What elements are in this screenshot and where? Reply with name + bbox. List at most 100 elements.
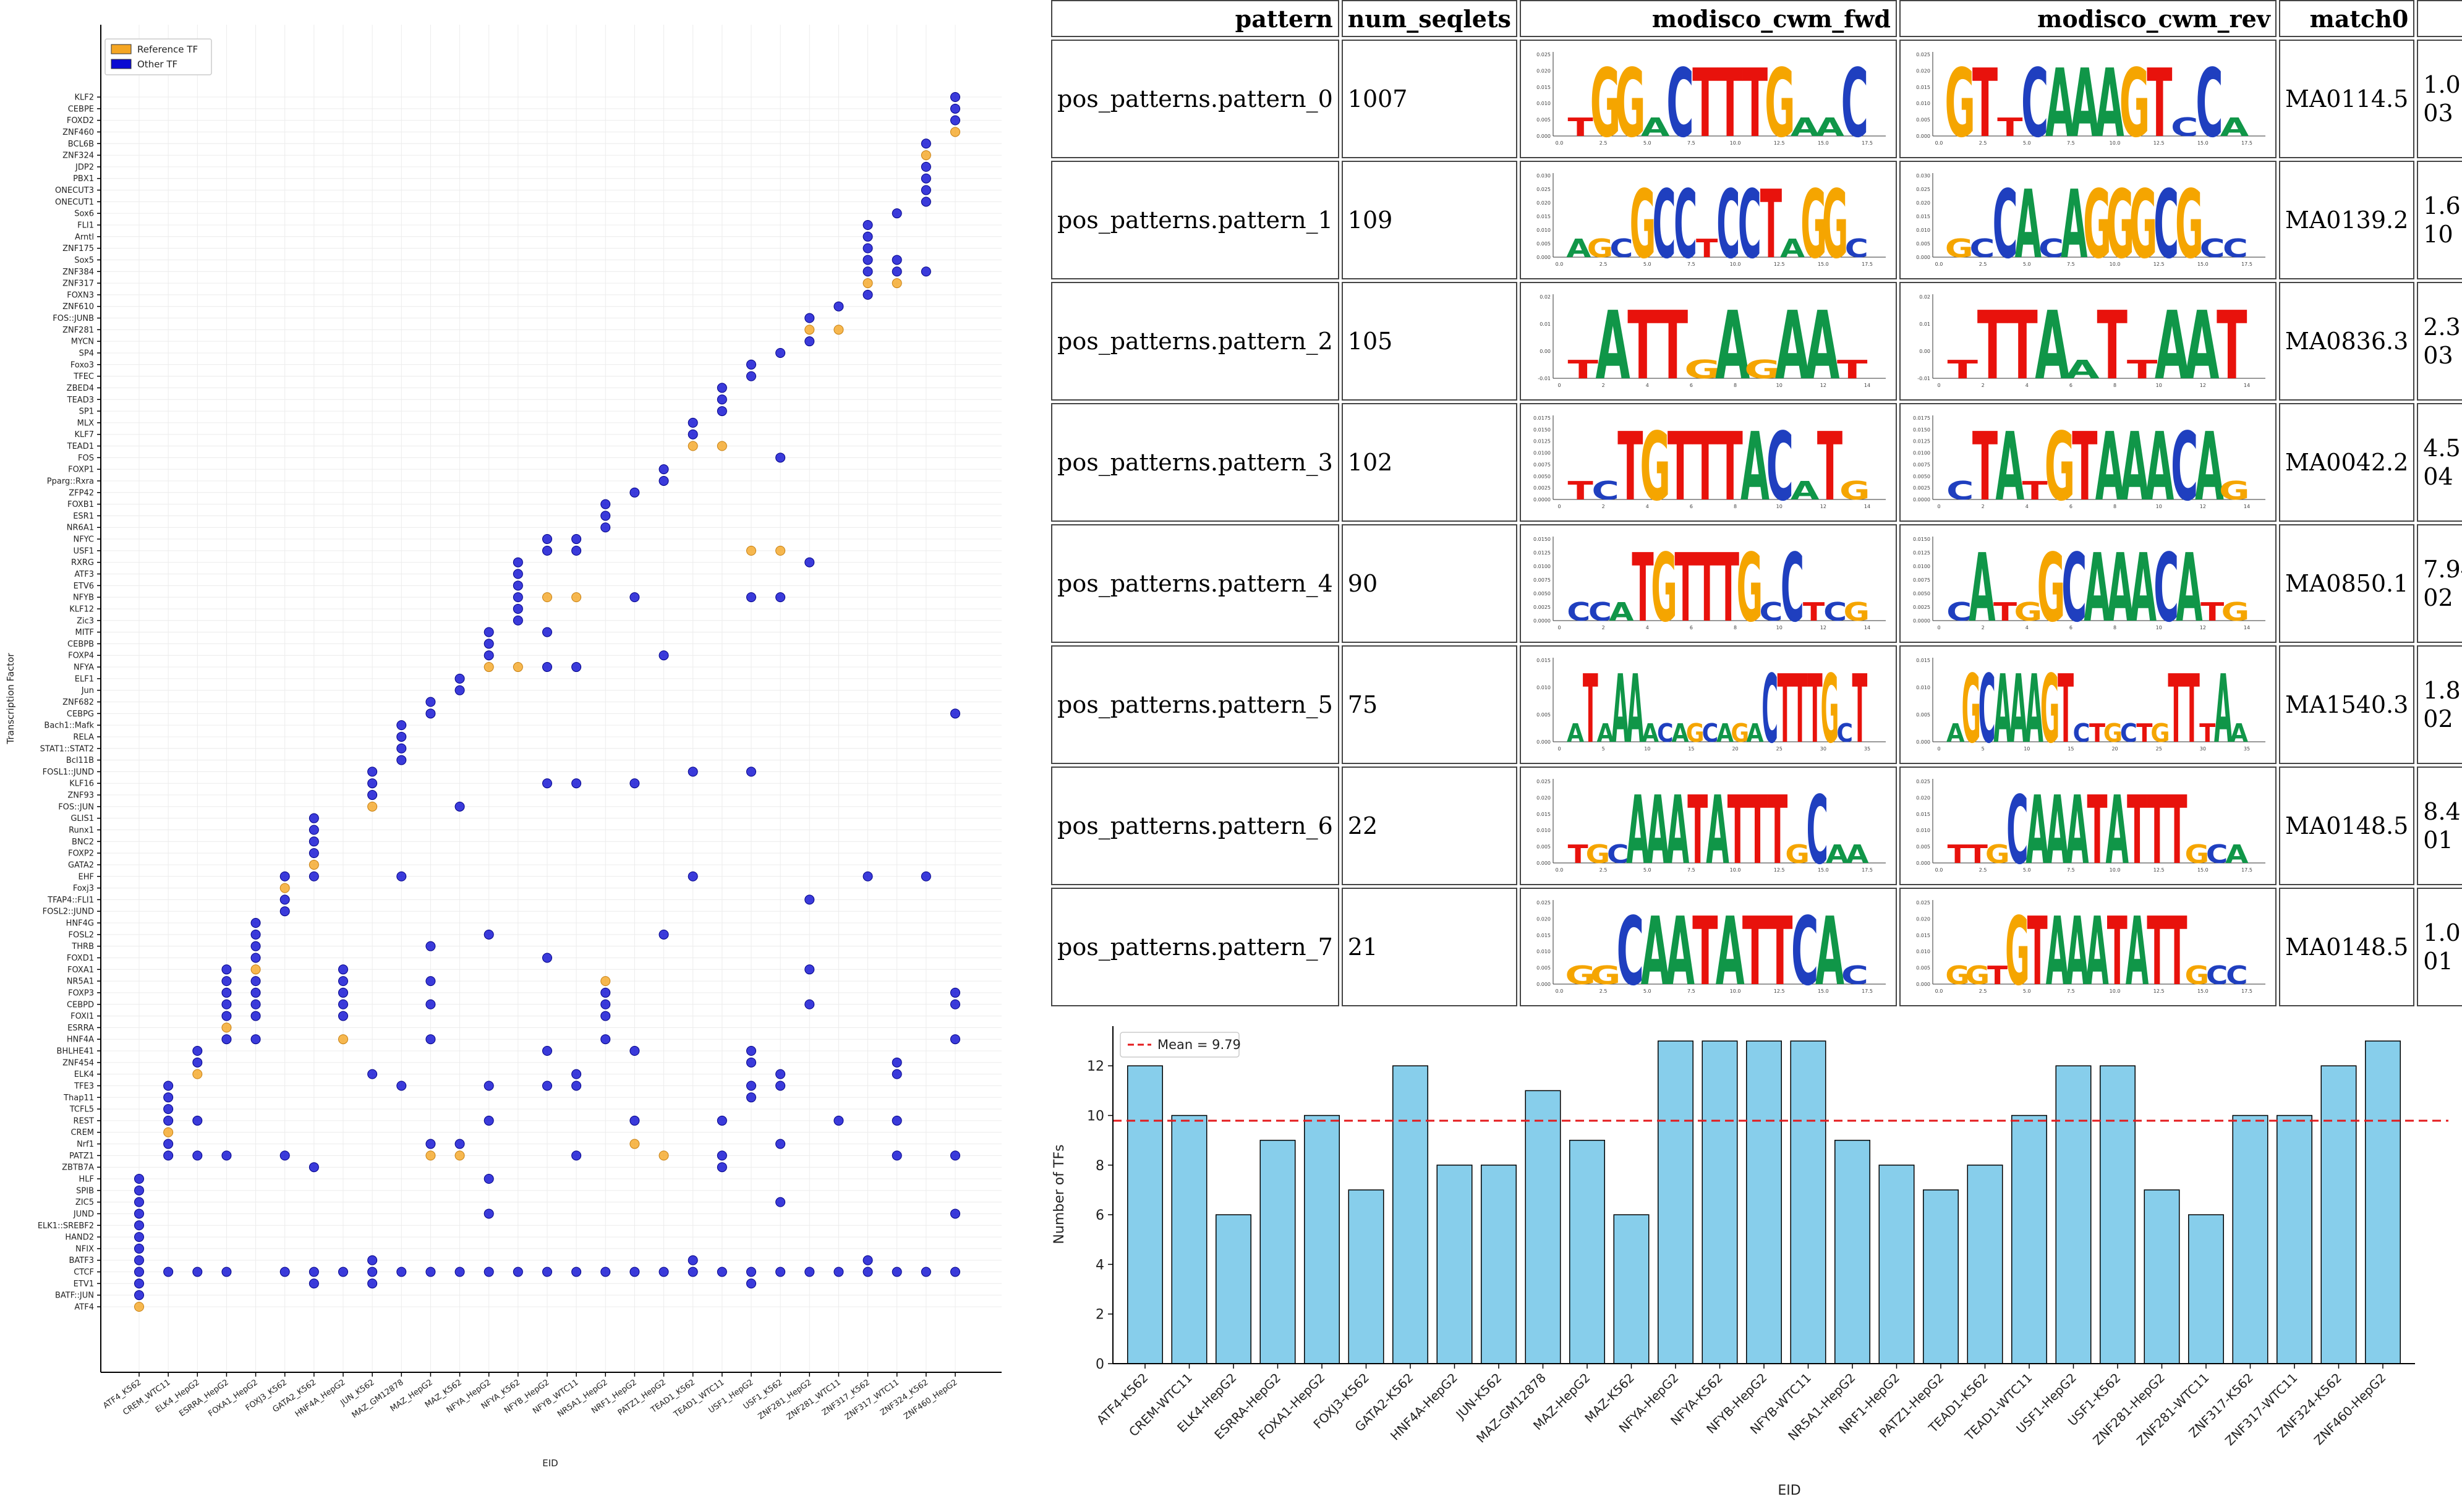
logo-x-tick: 20 [2111,746,2118,752]
logo-letter: A [1805,292,1839,396]
logo-letter: C [1591,477,1619,506]
logo-x-tick: 0 [1937,746,1940,752]
other-tf-point [717,1267,727,1277]
logo-letter: A [1993,655,2012,759]
logo-y-tick: 0.0175 [1913,415,1930,421]
bar-x-axis-title: EID [1778,1483,1800,1498]
logo-x-tick: 5.0 [2023,140,2031,146]
motif-logo: 0.030 0.025 0.020 0.015 0.010 0.005 0.000 0.0 2.… [1916,171,2265,274]
logo-letter: C [1716,170,1740,274]
reference-tf-point [338,1034,348,1045]
logo-y-tick: 0.015 [1916,214,1930,219]
logo-letter: T [2200,597,2225,627]
logo-letter: C [2006,776,2029,880]
logo-letter: T [2166,776,2187,880]
logo-y-tick: 0.0000 [1913,618,1930,624]
cwm-fwd-cell: 0.015 0.010 0.005 0.000 0 5 10 15 20 25 30 35 A T A A A A… [1519,645,1897,764]
logo-letter: G [1785,839,1810,869]
other-tf-point [892,1069,902,1079]
logo-x-tick: 2.5 [1979,988,1987,994]
logo-x-tick: 0.0 [1935,261,1943,267]
motif-logo: 0.0150 0.0125 0.0100 0.0075 0.0050 0.0025 0.00… [1533,533,1886,638]
match0-cell: MA0850.1 [2278,524,2415,643]
logo-y-tick: 0.010 [1916,227,1930,233]
other-tf-point [134,1220,144,1231]
logo-letter: C [1738,170,1761,274]
tf-tick-label: CEBPE [68,104,94,114]
other-tf-point [192,1057,203,1068]
logo-letter: T [1742,50,1768,153]
reference-tf-point [892,278,902,289]
other-tf-point [571,534,582,545]
tf-tick-label: THRB [71,942,94,951]
num-seqlets-cell: 109 [1341,161,1517,279]
bar-legend-label: Mean = 9.79 [1157,1037,1241,1052]
other-tf-point [571,1267,582,1277]
logo-letter: C [1781,533,1804,638]
logo-y-tick: 0.0175 [1533,415,1551,421]
other-tf-point [367,1267,378,1277]
motif-table: pattern num_seqlets modisco_cwm_fwd modi… [1049,0,2462,1009]
table-row: pos_patterns.pattern_3 102 0.0175 0.0150 0.0… [1051,403,2462,522]
other-tf-point [396,1081,407,1091]
legend-label-reference: Reference TF [137,44,198,55]
other-tf-point [746,1278,756,1289]
bar-series [1127,1040,2401,1364]
logo-x-tick: 25 [1776,746,1783,752]
other-tf-point [454,685,465,695]
reference-tf-point [746,545,756,556]
pattern-cell: pos_patterns.pattern_4 [1051,524,1339,643]
eid-tick-label: ZNF460_HepG2 [902,1378,959,1422]
other-tf-point [542,953,552,963]
bar [1790,1040,1826,1364]
logo-x-tick: 12.5 [2153,867,2165,873]
header-cwm-rev: modisco_cwm_rev [1899,0,2277,37]
reference-tf-point [804,325,815,335]
logo-x-tick: 5.0 [2023,867,2031,873]
other-tf-point [950,1267,960,1277]
logo-y-tick: 0.030 [1536,173,1551,179]
other-tf-point [250,1034,261,1045]
tf-tick-label: TFAP4::FLI1 [47,896,94,905]
logo-x-tick: 4 [2025,504,2029,509]
logo-letter: C [1946,477,1974,506]
other-tf-point [338,976,348,987]
tf-tick-label: TEAD3 [67,396,94,405]
logo-letter: A [2084,535,2110,638]
logo-letter: T [1627,292,1658,396]
reference-tf-point [483,662,494,673]
tf-tick-label: HLF [79,1175,95,1184]
logo-y-tick: 0.010 [1536,949,1551,954]
tf-tick-label: ZBTB7A [62,1163,94,1173]
other-tf-point [309,836,319,847]
motif-logo: 0.0150.0100.0050.0000 5 10 15 20 25 30 35ATAAAA… [1536,655,1886,759]
tf-tick-label: ZNF454 [62,1058,94,1068]
other-tf-point [863,871,873,881]
other-tf-point [950,92,960,102]
tf-tick-label: ZNF682 [62,698,94,707]
table-row: pos_patterns.pattern_0 1007 0.025 0.020 0.01… [1051,40,2462,158]
logo-x-tick: 10 [1644,746,1650,752]
other-tf-point [483,627,494,637]
logo-letter: G [1731,719,1749,749]
logo-letter: G [2129,171,2157,274]
logo-x-tick: 17.5 [1862,867,1873,873]
tf-tick-label: ESR1 [73,512,94,521]
motif-logo: 0.025 0.020 0.015 0.010 0.005 0.000 0.0 2.5 5.0 7… [1536,776,1886,880]
logo-x-tick: 10 [1776,383,1783,388]
logo-y-tick: 0.015 [1536,933,1551,938]
eid-tick-label: ESRRA_HepG2 [177,1378,230,1419]
logo-y-tick: 0.000 [1536,982,1551,987]
other-tf-point [367,1278,378,1289]
logo-letter: A [1706,776,1729,880]
tf-tick-label: ZNF281 [62,326,94,335]
logo-letter: T [2136,719,2152,748]
logo-letter: T [1687,776,1708,880]
logo-letter: A [1596,719,1614,749]
other-tf-point [892,255,902,265]
tf-tick-label: SPIB [76,1186,94,1196]
logo-letter: T [2027,897,2048,1001]
logo-x-tick: 17.5 [2241,261,2252,267]
logo-y-tick: 0.0050 [1533,591,1551,597]
